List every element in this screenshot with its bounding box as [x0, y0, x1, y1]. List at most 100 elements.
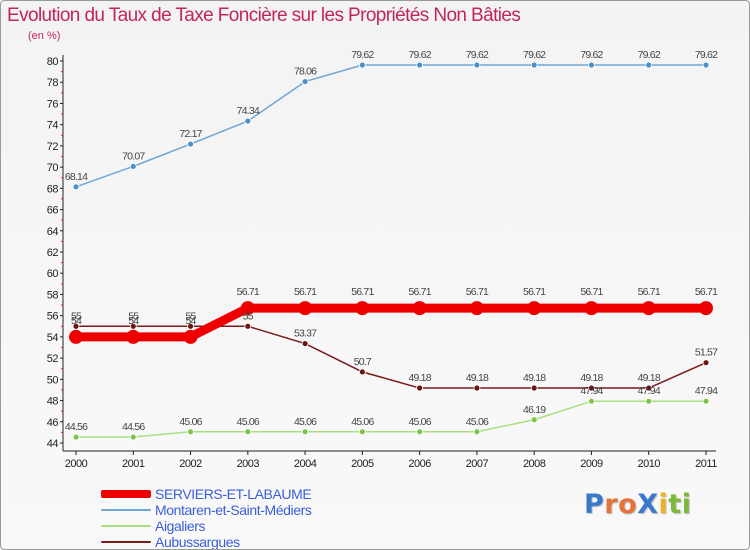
data-label: 56.71 [237, 286, 260, 298]
data-label: 55 [128, 310, 139, 322]
data-point [645, 397, 653, 405]
y-tick-label: 50 [47, 374, 59, 386]
data-point [527, 301, 542, 316]
y-tick-label: 64 [47, 226, 59, 238]
data-label: 55 [71, 310, 82, 322]
y-tick-label: 46 [47, 417, 59, 429]
data-point [641, 301, 656, 316]
legend-swatch [101, 509, 151, 511]
data-label: 56.71 [351, 286, 374, 298]
data-label: 55 [243, 310, 254, 322]
data-label: 45.06 [408, 416, 431, 428]
data-label: 49.18 [580, 372, 603, 384]
data-label: 79.62 [351, 49, 374, 61]
data-labels: 68.14 70.07 72.17 74.34 78.06 79.62 79.62 79.62… [65, 49, 719, 433]
logo-letter: X [637, 489, 659, 520]
data-label: 56.71 [638, 286, 661, 298]
data-point [702, 61, 710, 69]
data-point [416, 61, 424, 69]
data-point [530, 416, 538, 424]
y-tick-label: 76 [47, 98, 59, 110]
data-label: 72.17 [179, 128, 202, 140]
data-point [588, 61, 595, 69]
data-point [702, 397, 710, 405]
data-point [183, 329, 198, 344]
data-label: 45.06 [179, 416, 202, 428]
series-line-aubussargues [75, 325, 707, 389]
data-point [244, 322, 252, 330]
legend-swatch [101, 490, 151, 498]
data-point [702, 359, 710, 367]
data-point [69, 329, 83, 344]
data-point [473, 61, 481, 69]
data-label: 79.62 [580, 49, 603, 61]
data-label: 49.18 [523, 372, 546, 384]
x-tick-label: 2003 [237, 458, 260, 470]
y-tick-label: 80 [47, 56, 59, 68]
data-point [358, 61, 366, 69]
data-label: 45.06 [466, 416, 489, 428]
series-lines [69, 61, 713, 441]
x-tick-label: 2011 [695, 458, 717, 470]
data-label: 79.62 [638, 49, 661, 61]
data-label: 44.56 [122, 421, 145, 433]
y-tick-label: 58 [47, 289, 59, 301]
data-point [244, 117, 252, 125]
data-point [187, 428, 194, 436]
data-label: 56.71 [523, 286, 546, 298]
y-tick-label: 74 [47, 120, 59, 132]
data-point [473, 384, 481, 392]
data-point [530, 384, 538, 392]
data-label: 49.18 [408, 372, 431, 384]
y-tick-label: 56 [47, 311, 59, 323]
data-point [416, 384, 424, 392]
y-tick-label: 70 [47, 162, 59, 174]
data-label: 47.94 [695, 385, 718, 397]
legend-label: SERVIERS-ET-LABAUME [155, 486, 312, 502]
logo-letter: o [618, 489, 638, 520]
y-tick-label: 54 [47, 332, 59, 344]
proxiti-logo: ProXiti [584, 489, 691, 520]
data-label: 47.94 [638, 385, 661, 397]
data-point [187, 322, 194, 330]
data-label: 49.18 [466, 372, 489, 384]
x-tick-label: 2009 [580, 458, 603, 470]
data-label: 56.71 [695, 286, 718, 298]
data-point [240, 301, 255, 316]
data-label: 78.06 [294, 66, 317, 78]
data-point [187, 140, 194, 148]
data-label: 45.06 [294, 416, 317, 428]
data-label: 44.56 [65, 421, 88, 433]
x-tick-label: 2000 [65, 458, 88, 470]
logo-letter: r [604, 489, 619, 520]
data-point [416, 428, 424, 436]
data-point [301, 340, 309, 347]
data-label: 56.71 [294, 286, 317, 298]
chart-title: Evolution du Taux de Taxe Foncière sur l… [7, 5, 521, 26]
series-line-aigaliers [75, 400, 707, 438]
data-point [588, 397, 595, 405]
legend-label: Aigaliers [155, 518, 206, 534]
data-label: 68.14 [65, 171, 88, 183]
series-line-montaren-et-saint-m-diers [75, 64, 707, 188]
data-point [358, 428, 366, 436]
data-point [588, 384, 595, 392]
data-point [244, 428, 252, 436]
y-tick-label: 72 [47, 141, 59, 153]
legend-label: Aubussargues [155, 534, 240, 550]
x-tick-label: 2002 [179, 458, 202, 470]
data-label: 74.34 [237, 105, 260, 117]
data-label: 54 [128, 315, 139, 327]
data-label: 70.07 [122, 150, 145, 162]
logo-letter: i [658, 489, 669, 520]
data-point [301, 428, 309, 436]
legend-swatch [101, 525, 151, 527]
data-label: 46.19 [523, 404, 546, 416]
line-chart: 44 46 48 50 52 54 56 58 60 62 64 66 68 70 72 74 76 78 80 20… [47, 49, 719, 470]
data-point [473, 428, 481, 436]
data-label: 79.62 [695, 49, 718, 61]
data-point [298, 301, 313, 316]
x-tick-label: 2001 [122, 458, 145, 470]
x-tick-label: 2005 [351, 458, 374, 470]
series-line-serviers-et-labaume [71, 303, 711, 342]
